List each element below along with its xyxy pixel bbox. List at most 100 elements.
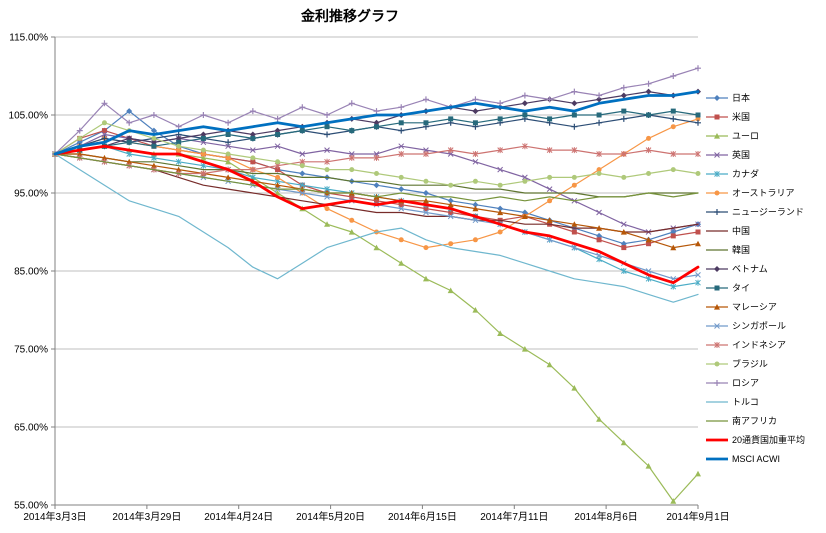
marker-x [695, 272, 701, 278]
marker-plus [398, 104, 405, 111]
marker-plus [546, 96, 553, 103]
marker-circle [250, 155, 256, 161]
marker-asterisk [200, 170, 207, 177]
marker-diamond [645, 88, 652, 95]
marker-circle [448, 182, 454, 188]
legend-label-canada: カナダ [732, 169, 760, 179]
marker-plus [670, 115, 677, 122]
marker-square [374, 124, 379, 130]
marker-circle [497, 229, 503, 235]
legend-label-weighted-avg-20: 20通貨国加重平均 [732, 435, 806, 445]
marker-circle [423, 245, 429, 251]
legend-label-brazil: ブラジル [732, 359, 768, 369]
marker-diamond [150, 127, 157, 134]
legend-item-singapore: シンガポール [705, 316, 805, 335]
marker-circle [374, 171, 379, 176]
marker-diamond [521, 100, 528, 107]
marker-plus [299, 104, 306, 111]
marker-square [621, 245, 627, 251]
series-line-weighted-avg-20 [53, 144, 700, 285]
marker-square [275, 132, 281, 137]
marker-plus [175, 123, 182, 130]
legend-swatch-korea [706, 248, 728, 251]
marker-plus [571, 88, 578, 95]
legend-swatch-thailand [706, 285, 728, 290]
legend-label-euro: ユーロ [732, 131, 760, 141]
marker-square [646, 112, 652, 118]
marker-triangle [596, 416, 603, 422]
legend-label-south-africa: 南アフリカ [732, 416, 778, 426]
y-tick-label: 115.00% [9, 33, 48, 44]
marker-asterisk [126, 151, 133, 157]
marker-triangle [571, 385, 578, 391]
legend-item-weighted-avg-20: 20通貨国加重平均 [705, 430, 805, 449]
marker-triangle [348, 229, 355, 235]
marker-circle [522, 178, 528, 184]
marker-circle [571, 182, 577, 188]
marker-square [349, 194, 355, 200]
legend-item-vietnam: ベトナム [705, 259, 805, 278]
marker-plus [150, 112, 157, 118]
series-line-msci-acwi [53, 90, 700, 156]
marker-square [714, 285, 720, 290]
marker-circle [646, 135, 652, 141]
legend-item-russia: ロシア [705, 373, 805, 392]
marker-x [324, 147, 330, 153]
marker-diamond [620, 92, 627, 99]
marker-triangle [274, 190, 281, 196]
series-korea [54, 153, 699, 198]
legend-swatch-msci-acwi [706, 457, 728, 460]
marker-x [398, 143, 405, 150]
legend-swatch-indonesia [706, 341, 728, 348]
marker-x [225, 143, 231, 150]
marker-circle [349, 167, 355, 173]
marker-circle [324, 206, 330, 212]
marker-diamond [472, 201, 479, 208]
marker-diamond [447, 197, 454, 204]
marker-plus [324, 131, 331, 138]
marker-circle [695, 116, 701, 122]
marker-square [670, 108, 676, 114]
marker-asterisk [497, 147, 504, 154]
marker-triangle [521, 346, 528, 352]
marker-square [621, 108, 627, 114]
marker-circle [547, 174, 553, 180]
marker-square [101, 128, 107, 134]
marker-triangle [200, 154, 207, 161]
marker-circle [714, 361, 720, 366]
marker-triangle [497, 209, 504, 216]
marker-circle [176, 147, 182, 153]
marker-triangle [714, 303, 720, 310]
marker-circle [349, 217, 355, 223]
marker-asterisk [620, 151, 627, 157]
legend-label-new-zealand: ニュージーランド [732, 207, 804, 217]
legend-swatch-south-africa [706, 419, 728, 422]
marker-asterisk [472, 151, 479, 157]
marker-square [497, 116, 503, 122]
marker-diamond [299, 170, 306, 177]
marker-plus [714, 379, 720, 386]
marker-plus [225, 119, 232, 126]
marker-asterisk [695, 151, 701, 157]
marker-asterisk [714, 341, 720, 348]
marker-plus [695, 65, 701, 72]
marker-circle [275, 159, 281, 165]
marker-circle [151, 135, 157, 141]
marker-circle [670, 124, 676, 130]
legend-item-korea: 韓国 [705, 240, 805, 259]
marker-diamond [714, 265, 720, 272]
y-tick-label: 105.00% [9, 111, 49, 122]
marker-diamond [126, 108, 133, 115]
marker-plus [422, 96, 429, 103]
marker-asterisk [546, 147, 553, 154]
marker-plus [101, 135, 108, 142]
marker-circle [571, 174, 577, 180]
marker-square [423, 206, 429, 212]
marker-triangle [447, 287, 454, 294]
marker-diamond [472, 108, 479, 115]
marker-x [546, 186, 553, 192]
legend-label-indonesia: インドネシア [732, 340, 787, 350]
marker-circle [101, 120, 107, 126]
series-msci-acwi [53, 90, 700, 156]
marker-circle [448, 241, 454, 247]
